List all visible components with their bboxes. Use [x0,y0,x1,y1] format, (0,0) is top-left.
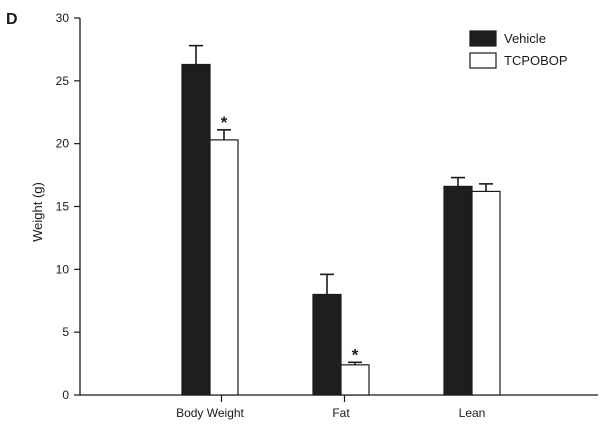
legend-label-tcpobop: TCPOBOP [504,53,568,68]
y-tick-label: 20 [56,137,70,151]
x-category-label: Body Weight [176,406,244,420]
legend-swatch-tcpobop [469,52,497,69]
x-category-label: Fat [332,406,350,420]
x-category-label: Lean [459,406,486,420]
y-tick-label: 5 [62,325,69,339]
y-tick-label: 0 [62,388,69,402]
y-tick-label: 25 [56,74,70,88]
plot-area: 0 5 10 15 20 25 30 * Body Weight * Fat Lean [56,11,598,420]
legend-label-vehicle: Vehicle [504,31,546,46]
bar-vehicle-lean [443,185,473,396]
bar-vehicle-body-weight [181,63,211,396]
legend-swatch-vehicle [469,30,497,47]
panel-label: D [6,11,18,28]
bar-tcpobop-lean [471,190,501,396]
y-tick-label: 15 [56,200,70,214]
significance-marker: * [352,345,359,364]
bar-tcpobop-fat [340,364,370,396]
y-tick-label: 30 [56,11,70,25]
significance-marker: * [221,113,228,132]
bar-tcpobop-body-weight [209,139,239,396]
y-tick-label: 10 [56,262,70,276]
legend: Vehicle TCPOBOP [469,30,568,69]
y-axis-title: Weight (g) [30,182,45,242]
bar-vehicle-fat [312,293,342,396]
